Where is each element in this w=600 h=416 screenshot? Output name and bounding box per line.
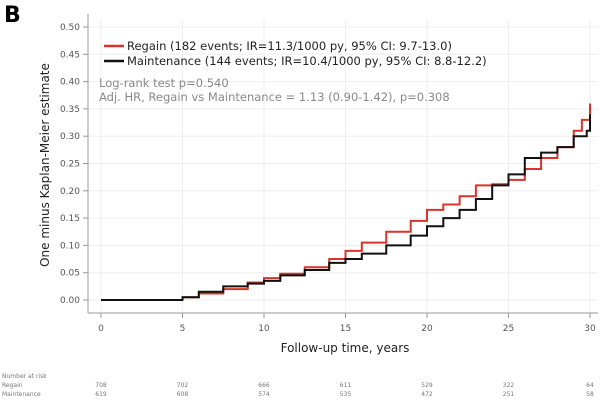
y-tick-label: 0.40	[60, 78, 80, 88]
legend-entry: Regain (182 events; IR=11.3/1000 py, 95%…	[127, 39, 452, 53]
x-tick-label: 10	[258, 324, 270, 334]
annotation: Log-rank test p=0.540	[99, 76, 229, 90]
y-tick-label: 0.30	[60, 132, 80, 142]
x-tick-label: 25	[503, 324, 514, 334]
risk-cell: 251	[502, 391, 515, 398]
x-tick-label: 30	[584, 324, 596, 334]
x-tick-label: 15	[340, 324, 351, 334]
risk-cell: 608	[176, 391, 189, 398]
y-tick-label: 0.00	[60, 296, 80, 306]
x-tick-label: 20	[421, 324, 433, 334]
risk-row-label: Maintenance	[2, 391, 41, 398]
risk-row-label: Regain	[2, 382, 23, 389]
y-tick-label: 0.35	[60, 105, 80, 115]
series-line-maintenance	[101, 114, 591, 301]
y-axis-label: One minus Kaplan-Meier estimate	[38, 63, 52, 267]
risk-cell: 708	[95, 382, 107, 389]
y-tick-label: 0.05	[60, 269, 80, 279]
risk-cell: 574	[258, 391, 270, 398]
series-line-regain	[101, 103, 591, 301]
annotation: Adj. HR, Regain vs Maintenance = 1.13 (0…	[99, 90, 450, 104]
y-tick-label: 0.15	[60, 214, 80, 224]
y-tick-label: 0.45	[60, 50, 80, 60]
risk-cell: 64	[586, 382, 594, 389]
panel-label: B	[4, 3, 21, 28]
x-tick-label: 5	[180, 324, 186, 334]
risk-cell: 472	[421, 391, 433, 398]
risk-cell: 529	[421, 382, 433, 389]
y-tick-label: 0.25	[60, 160, 80, 170]
risk-cell: 322	[502, 382, 515, 389]
risk-table-title: Number at risk	[2, 373, 47, 380]
legend-entry: Maintenance (144 events; IR=10.4/1000 py…	[127, 54, 487, 68]
x-tick-label: 0	[98, 324, 104, 334]
risk-cell: 666	[258, 382, 270, 389]
risk-cell: 611	[339, 382, 352, 389]
risk-cell: 619	[95, 391, 107, 398]
y-tick-label: 0.50	[60, 23, 80, 33]
risk-cell: 535	[339, 391, 352, 398]
y-tick-label: 0.20	[60, 187, 80, 197]
y-tick-label: 0.10	[60, 241, 80, 251]
x-axis-label: Follow-up time, years	[281, 341, 410, 355]
risk-cell: 58	[586, 391, 594, 398]
risk-cell: 702	[176, 382, 189, 389]
